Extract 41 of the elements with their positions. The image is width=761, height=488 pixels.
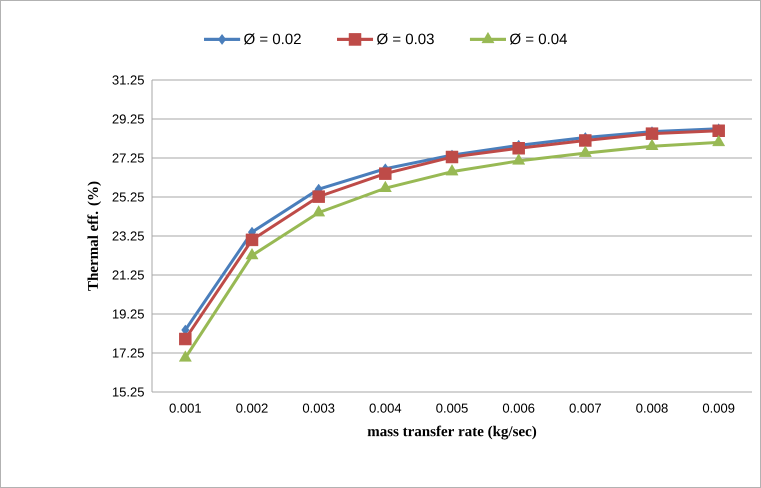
point bbox=[579, 146, 592, 157]
point bbox=[579, 134, 592, 147]
x-tick-label: 0.001 bbox=[170, 404, 201, 413]
point bbox=[512, 142, 525, 154]
x-tick-label: 0.008 bbox=[636, 404, 668, 413]
point bbox=[446, 150, 458, 164]
point bbox=[712, 135, 725, 146]
x-tick-label: 0.002 bbox=[236, 404, 268, 413]
point bbox=[246, 234, 258, 246]
y-tick-label: 19.25 bbox=[112, 309, 144, 319]
point bbox=[379, 180, 392, 192]
x-tick-label: 0.003 bbox=[302, 404, 334, 413]
legend-label: Ø = 0.04 bbox=[510, 33, 567, 44]
y-tick-label: 31.25 bbox=[112, 75, 144, 85]
x-tick-label: 0.004 bbox=[370, 404, 402, 413]
y-tick-label: 23.25 bbox=[112, 231, 144, 241]
legend-label: Ø = 0.03 bbox=[377, 33, 434, 44]
point bbox=[179, 332, 192, 346]
y-tick-label: 29.25 bbox=[112, 114, 144, 124]
x-tick-label: 0.009 bbox=[702, 404, 734, 413]
point bbox=[646, 139, 658, 150]
y-tick-label: 15.25 bbox=[112, 387, 144, 397]
point bbox=[379, 167, 392, 180]
point bbox=[446, 164, 458, 176]
legend-label: Ø = 0.02 bbox=[244, 33, 301, 44]
y-tick-label: 27.25 bbox=[112, 153, 144, 163]
x-axis-title: mass transfer rate (kg/sec) bbox=[368, 426, 536, 440]
point bbox=[646, 127, 658, 140]
x-tick-label: 0.005 bbox=[436, 404, 468, 413]
point bbox=[312, 205, 325, 216]
point bbox=[512, 154, 525, 165]
y-tick-label: 25.25 bbox=[112, 192, 144, 202]
point bbox=[246, 248, 258, 260]
x-tick-label: 0.007 bbox=[570, 404, 601, 413]
x-tick-label: 0.006 bbox=[502, 404, 534, 413]
point bbox=[312, 190, 325, 203]
y-tick-label: 17.25 bbox=[112, 348, 144, 358]
point bbox=[712, 124, 725, 137]
y-axis-title: Thermal eff. (%) bbox=[87, 182, 102, 291]
point bbox=[179, 350, 192, 362]
y-tick-label: 21.25 bbox=[112, 270, 144, 280]
